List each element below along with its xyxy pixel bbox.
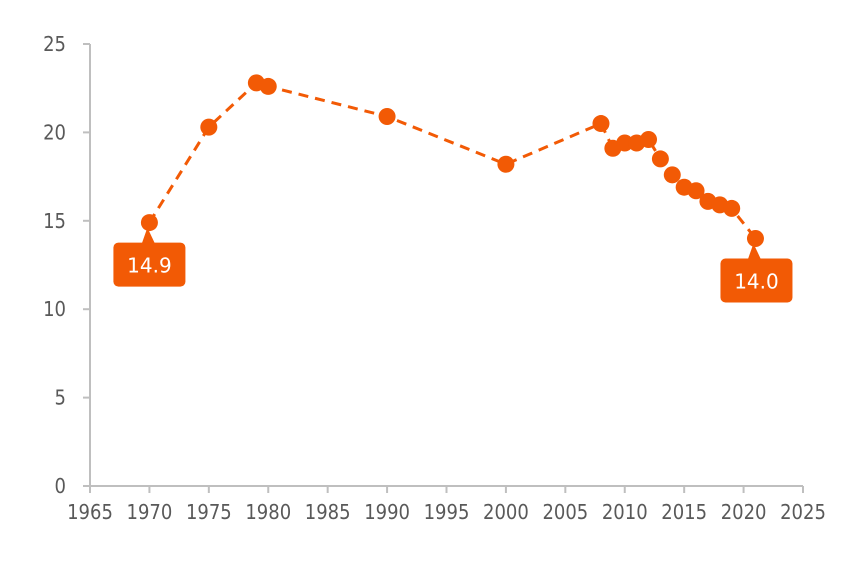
x-tick-label: 1990 bbox=[364, 500, 410, 524]
data-point bbox=[378, 107, 396, 125]
data-point bbox=[651, 150, 669, 168]
x-tick-label: 2025 bbox=[780, 500, 826, 524]
y-tick-label: 0 bbox=[55, 474, 66, 498]
data-point bbox=[140, 214, 158, 232]
y-tick-label: 5 bbox=[55, 386, 66, 410]
x-tick-label: 1970 bbox=[127, 500, 173, 524]
x-tick-label: 1975 bbox=[186, 500, 232, 524]
data-label: 14.9 bbox=[127, 254, 172, 278]
y-tick-label: 25 bbox=[43, 32, 66, 56]
y-tick-label: 10 bbox=[43, 297, 66, 321]
data-point bbox=[663, 166, 681, 184]
x-tick-label: 2000 bbox=[483, 500, 529, 524]
callout-pointer bbox=[141, 227, 156, 245]
data-point bbox=[640, 130, 658, 148]
data-point bbox=[200, 118, 218, 136]
data-label: 14.0 bbox=[734, 269, 779, 293]
x-tick-label: 1965 bbox=[67, 500, 113, 524]
y-tick-label: 15 bbox=[43, 209, 66, 233]
x-tick-label: 2005 bbox=[542, 500, 588, 524]
data-point bbox=[259, 77, 277, 95]
x-tick-label: 2010 bbox=[602, 500, 648, 524]
x-tick-label: 1980 bbox=[245, 500, 291, 524]
data-point bbox=[616, 134, 634, 152]
x-tick-label: 1995 bbox=[424, 500, 470, 524]
data-label-box bbox=[720, 258, 793, 303]
x-tick-label: 2020 bbox=[721, 500, 767, 524]
data-label-box bbox=[113, 242, 186, 287]
callout-pointer bbox=[747, 243, 762, 261]
x-tick-label: 1985 bbox=[305, 500, 351, 524]
data-point bbox=[592, 115, 610, 133]
data-point bbox=[497, 155, 515, 173]
x-tick-label: 2015 bbox=[661, 500, 707, 524]
data-point bbox=[746, 229, 764, 247]
data-point bbox=[723, 199, 741, 217]
data-point bbox=[687, 182, 705, 200]
y-tick-label: 20 bbox=[43, 120, 66, 144]
